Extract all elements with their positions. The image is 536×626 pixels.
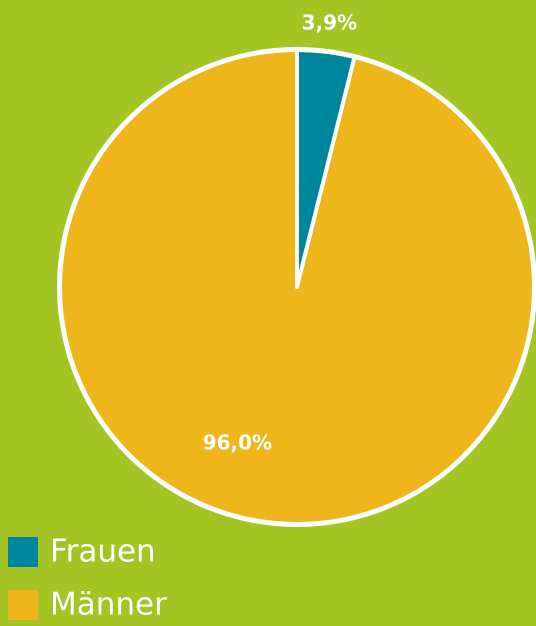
legend-label: Männer — [50, 587, 167, 623]
value-label: 3,9% — [302, 10, 357, 34]
value-label: 96,0% — [203, 431, 272, 455]
legend-swatch — [8, 590, 38, 620]
legend-label: Frauen — [50, 534, 156, 570]
pie-slice — [58, 48, 536, 526]
legend-swatch — [8, 537, 38, 567]
